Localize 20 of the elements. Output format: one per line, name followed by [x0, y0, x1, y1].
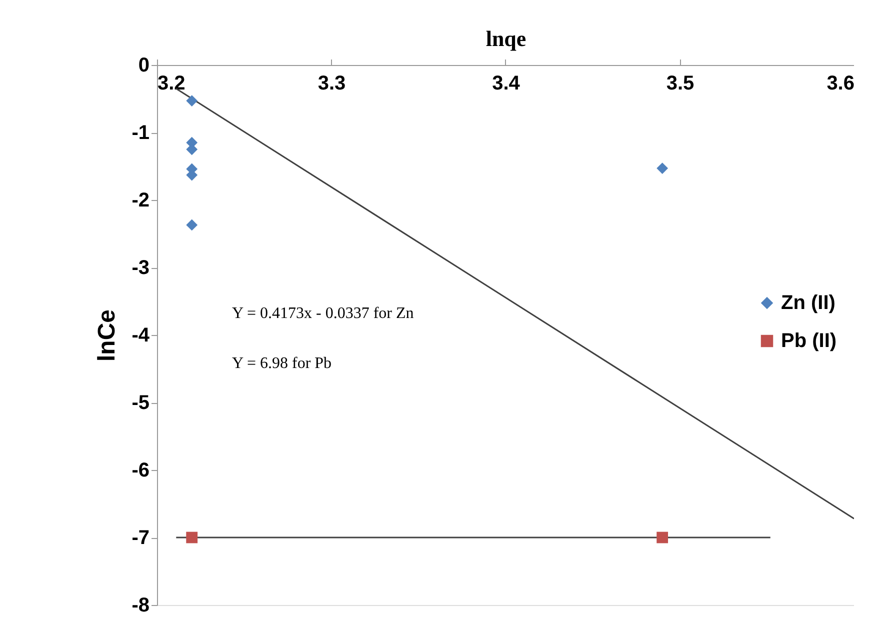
y-tick-label: -4 — [132, 324, 150, 346]
y-tick-label: -5 — [132, 392, 150, 414]
y-tick-label: -2 — [132, 190, 150, 212]
y-tick-label: 0 — [138, 54, 150, 76]
y-tick-label: -1 — [132, 122, 150, 144]
x-tick-label: 3.2 — [158, 72, 186, 94]
x-tick-label: 3.5 — [666, 72, 694, 94]
x-tick-label: 3.6 — [826, 72, 854, 94]
x-tick-label: 3.4 — [492, 72, 521, 94]
annotation: Y = 0.4173x - 0.0337 for Zn — [232, 305, 414, 322]
x-axis-title: lnqe — [486, 26, 526, 51]
annotation: Y = 6.98 for Pb — [232, 355, 332, 372]
y-axis-title: lnCe — [94, 309, 121, 362]
y-tick-label: -6 — [132, 460, 150, 482]
y-tick-label: -7 — [132, 527, 150, 549]
y-tick-label: -3 — [132, 257, 150, 279]
legend-label: Pb (II) — [781, 330, 837, 352]
x-tick-label: 3.3 — [318, 72, 346, 94]
legend-label: Zn (II) — [781, 292, 836, 314]
y-tick-label: -8 — [132, 594, 150, 616]
